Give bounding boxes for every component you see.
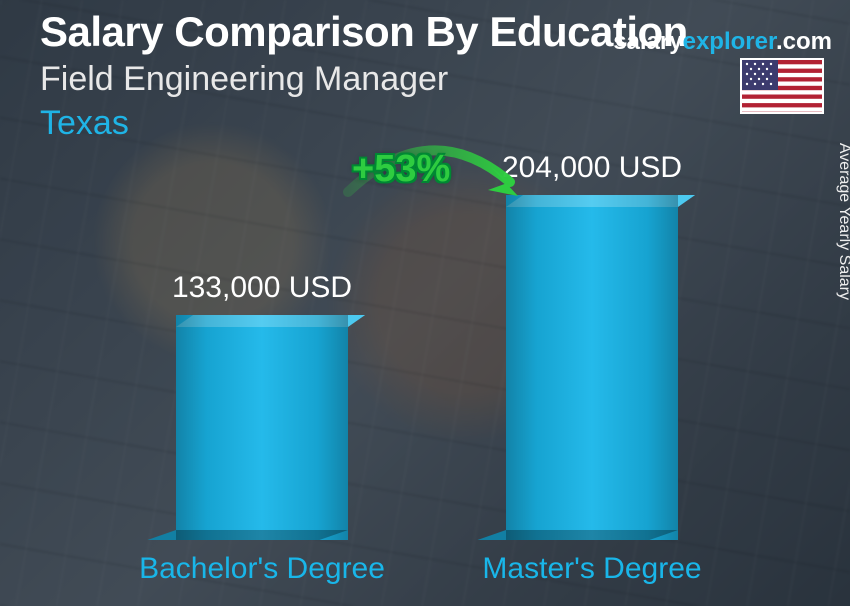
subtitle: Field Engineering Manager (40, 60, 448, 99)
bar-category: Bachelor's Degree (139, 552, 385, 586)
bar-value: 133,000 USD (172, 271, 352, 305)
location-label: Texas (40, 104, 129, 143)
y-axis-label: Average Yearly Salary (835, 143, 850, 300)
brand-part1: salary (613, 28, 682, 55)
page-title: Salary Comparison By Education (40, 8, 688, 56)
brand-part2: explorer (683, 28, 776, 55)
brand-part3: .com (776, 28, 832, 55)
increase-percent: +53% (352, 148, 450, 191)
flag-icon (740, 58, 824, 114)
brand-logo: salaryexplorer.com (613, 28, 832, 56)
bar (176, 315, 348, 540)
bar-category: Master's Degree (482, 552, 701, 586)
bar (506, 195, 678, 540)
